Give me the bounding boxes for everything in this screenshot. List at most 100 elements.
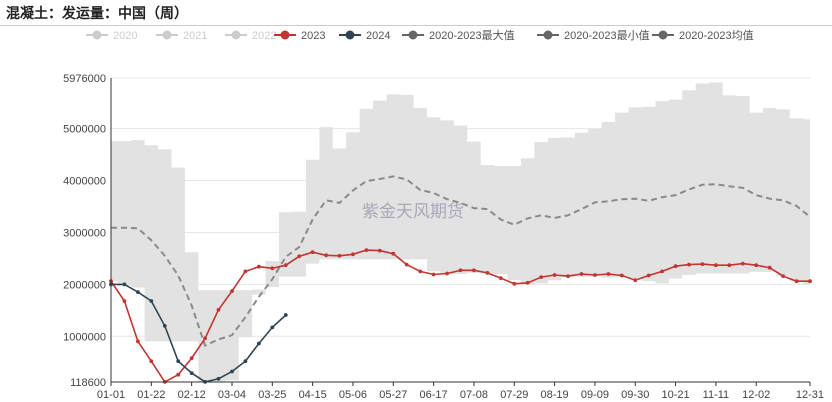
data-point-2023: [216, 307, 221, 312]
legend-label: 2020: [113, 30, 137, 42]
data-point-2023: [593, 273, 597, 277]
data-point-2024: [216, 376, 221, 381]
data-point-2023: [351, 252, 355, 257]
x-tick-label: 09-09: [581, 389, 609, 401]
min-max-band: [111, 82, 810, 382]
x-tick-label: 07-29: [500, 389, 528, 401]
legend-item-2020-2023均值[interactable]: 2020-2023均值: [652, 29, 754, 42]
data-point-2023: [606, 272, 611, 276]
x-tick-label: 03-04: [218, 389, 246, 401]
x-tick-label: 07-08: [460, 389, 488, 401]
y-tick-label: 3000000: [63, 227, 106, 239]
x-tick-label: 05-27: [379, 389, 407, 401]
data-point-2023: [243, 269, 248, 274]
legend[interactable]: 2020 2021 2022 2023 2024 2020-2023最大值 2020-202…: [86, 28, 754, 42]
data-point-2023: [552, 273, 557, 277]
data-point-2023: [189, 356, 194, 360]
data-point-2023: [539, 275, 544, 279]
legend-item-2020-2023最小值[interactable]: 2020-2023最小值: [537, 29, 650, 42]
legend-marker: [280, 30, 290, 40]
data-point-2023: [324, 253, 328, 258]
legend-marker: [658, 30, 668, 40]
x-tick-label: 01-22: [137, 389, 165, 401]
data-point-2023: [310, 250, 315, 255]
data-point-2024: [230, 369, 234, 374]
x-tick-label: 12-31: [796, 389, 824, 401]
y-tick-label: 4000000: [63, 176, 106, 188]
legend-marker: [543, 30, 553, 40]
data-point-2023: [794, 279, 799, 284]
data-point-2023: [230, 289, 234, 293]
chart-title: 混凝土：发运量：中国（周）: [6, 6, 188, 22]
data-point-2023: [136, 339, 140, 344]
data-point-2023: [646, 273, 651, 278]
data-point-2023: [767, 265, 772, 270]
data-point-2023: [445, 271, 449, 276]
data-point-2023: [297, 254, 302, 259]
legend-label: 2020-2023均值: [679, 29, 754, 42]
x-tick-label: 04-15: [299, 389, 327, 401]
data-point-2023: [404, 262, 409, 267]
legend-item-2021[interactable]: 2021: [156, 30, 207, 42]
data-point-2024: [122, 282, 127, 287]
series-line-2024: [111, 283, 287, 383]
data-point-2023: [149, 359, 154, 364]
data-point-2023: [418, 269, 423, 274]
data-point-2024: [189, 371, 194, 375]
y-tick-label: 118600: [70, 377, 106, 389]
series-line-average: [111, 175, 811, 347]
legend-item-2023[interactable]: 2023: [274, 30, 325, 42]
data-point-2023: [525, 280, 530, 285]
data-point-2023: [257, 264, 261, 269]
data-point-2023: [364, 248, 369, 253]
x-tick-label: 05-06: [339, 389, 367, 401]
legend-item-2020-2023最大值[interactable]: 2020-2023最大值: [402, 28, 515, 42]
x-tick-label: 01-01: [97, 389, 125, 401]
data-point-2024: [257, 341, 261, 346]
data-point-2023: [498, 276, 503, 280]
x-tick-label: 02-12: [178, 389, 206, 401]
x-tick-label: 09-30: [621, 389, 649, 401]
data-point-2024: [270, 325, 275, 330]
data-point-2023: [619, 273, 624, 278]
data-point-2023: [122, 299, 127, 303]
data-point-2023: [633, 278, 638, 283]
data-point-2023: [431, 272, 436, 277]
data-point-2024: [162, 324, 167, 328]
legend-label: 2023: [301, 30, 325, 42]
data-point-2024: [176, 359, 181, 364]
data-point-2023: [740, 261, 745, 266]
legend-item-2020[interactable]: 2020: [86, 30, 137, 42]
data-point-2024: [243, 359, 248, 364]
data-point-2024: [283, 313, 288, 317]
legend-marker: [92, 30, 102, 40]
watermark: 紫金天风期货: [362, 202, 464, 222]
data-point-2024: [149, 299, 154, 303]
data-point-2023: [660, 269, 664, 274]
data-point-2023: [727, 263, 732, 268]
data-point-2024: [136, 290, 140, 294]
legend-item-2024[interactable]: 2024: [339, 30, 390, 42]
data-point-2023: [472, 268, 476, 273]
data-point-2023: [754, 263, 759, 268]
legend-marker: [162, 30, 172, 40]
data-point-2023: [176, 372, 181, 377]
data-point-2023: [673, 264, 678, 269]
header-divider: [0, 25, 832, 26]
data-point-2023: [270, 266, 275, 271]
data-point-2023: [687, 262, 691, 267]
data-point-2023: [391, 251, 396, 256]
data-point-2023: [283, 263, 288, 268]
x-tick-label: 03-25: [258, 389, 286, 401]
legend-item-2022[interactable]: 2022: [225, 30, 276, 42]
data-point-2023: [458, 268, 463, 273]
data-point-2023: [700, 262, 705, 266]
data-point-2023: [485, 271, 490, 275]
x-tick-label: 08-19: [541, 389, 569, 401]
y-tick-label: 1000000: [63, 331, 106, 343]
y-tick-label: 5976000: [63, 73, 106, 85]
data-point-2023: [781, 274, 785, 278]
x-tick-label: 11-11: [703, 389, 730, 401]
legend-label: 2022: [252, 30, 276, 42]
data-point-2023: [566, 274, 570, 278]
